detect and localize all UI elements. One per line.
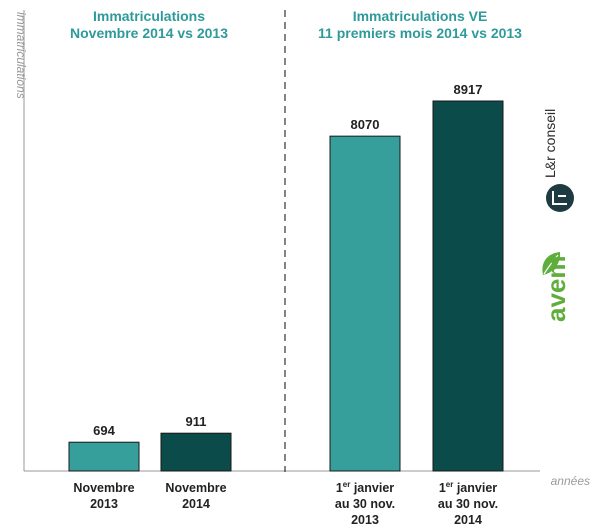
bar-2-2 xyxy=(432,100,504,472)
tick-label-1-2-line1: Novembre xyxy=(165,481,226,495)
tick-label-1-2-line2: 2014 xyxy=(182,497,210,511)
data-label-2-2: 8917 xyxy=(454,82,483,97)
lr-conseil-logo: L&r conseil xyxy=(542,109,574,212)
x-axis-label: années xyxy=(551,474,590,488)
bar-1-2 xyxy=(160,432,232,472)
y-axis-label: immatriculations xyxy=(14,12,28,99)
tick-label-2-2-line2: au 30 nov. xyxy=(438,497,498,511)
avem-logo: avem xyxy=(541,252,571,322)
panel1-title-line2: Novembre 2014 vs 2013 xyxy=(70,25,228,41)
lr-conseil-text: L&r conseil xyxy=(542,109,558,178)
tick-label-2-1-line2: au 30 nov. xyxy=(335,497,395,511)
avem-text: avem xyxy=(541,256,571,323)
tick-label-1-1-line1: Novembre xyxy=(73,481,134,495)
data-label-2-1: 8070 xyxy=(351,117,380,132)
data-label-1-1: 694 xyxy=(93,423,115,438)
panel2-title-line1: Immatriculations VE xyxy=(353,8,488,24)
tick-label-1-1-line2: 2013 xyxy=(90,497,118,511)
data-label-1-2: 911 xyxy=(186,414,207,429)
tick-label-2-2-line3: 2014 xyxy=(454,513,482,527)
tick-label-2-1-line3: 2013 xyxy=(351,513,379,527)
bars-group: 694 Novembre 2013 911 Novembre 2014 8070 1er ja… xyxy=(68,82,504,527)
bar-1-1 xyxy=(68,441,140,472)
tick-label-2-1-line1: 1er janvier xyxy=(336,480,394,495)
tick-label-2-2-line1: 1er janvier xyxy=(439,480,497,495)
lr-conseil-logo-icon xyxy=(546,184,574,212)
bar-2-1 xyxy=(329,135,401,472)
leaf-icon xyxy=(542,252,561,275)
panel2-title-line2: 11 premiers mois 2014 vs 2013 xyxy=(318,25,522,41)
panel1-title-line1: Immatriculations xyxy=(93,8,205,24)
